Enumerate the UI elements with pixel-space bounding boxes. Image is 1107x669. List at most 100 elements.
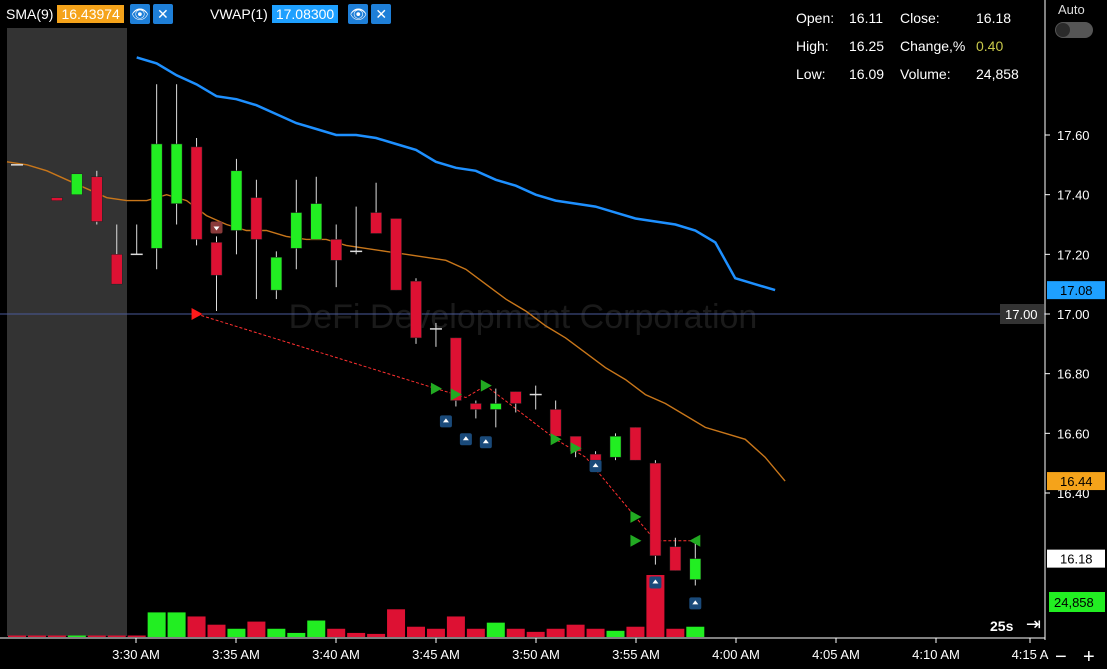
time-tick-label: 3:45 AM — [412, 647, 460, 662]
candle-body — [629, 427, 642, 461]
candle — [490, 388, 502, 428]
price-tick-label: 17.60 — [1057, 128, 1090, 143]
volume-bar — [446, 616, 465, 637]
candle — [130, 224, 143, 256]
candle — [549, 400, 562, 437]
trade-path-line — [196, 313, 696, 542]
volume-bar — [207, 624, 226, 637]
candle-body — [490, 403, 502, 410]
volume-bar — [526, 631, 545, 637]
volume-label: Volume: — [900, 66, 951, 82]
arrow-up-icon — [692, 600, 699, 605]
indicator-sma: SMA(9) 16.43974 👁 ✕ — [0, 3, 173, 25]
indicator-name: SMA(9) — [6, 6, 54, 22]
volume-bar — [327, 628, 346, 637]
arrow-up-icon — [442, 418, 449, 423]
volume-badge-label: 24,858 — [1054, 595, 1094, 610]
candle-body — [150, 143, 163, 249]
low-label: Low: — [796, 66, 826, 82]
candle — [510, 391, 522, 413]
time-tick-label: 3:30 AM — [112, 647, 160, 662]
premarket-shade — [7, 28, 127, 636]
volume-bar — [127, 635, 146, 637]
arrow-up-icon — [652, 579, 659, 584]
interval-label[interactable]: 25s — [990, 618, 1014, 634]
volume-bar — [307, 620, 326, 637]
price-badge — [1047, 281, 1105, 300]
volume-bar — [147, 612, 166, 637]
candle — [111, 224, 123, 285]
execution-arrow-icon — [480, 379, 492, 392]
zoom-out-button[interactable]: − — [1055, 646, 1067, 668]
candle-body — [450, 337, 462, 401]
volume-bar — [666, 628, 685, 637]
candle-body — [51, 197, 63, 201]
time-tick-label: 3:35 AM — [212, 647, 260, 662]
execution-arrow-icon — [191, 308, 203, 320]
candle-body — [270, 257, 283, 291]
high-label: High: — [796, 38, 829, 54]
volume-bar — [387, 609, 406, 637]
scroll-to-end-icon[interactable]: ⇥ — [1026, 614, 1042, 634]
auto-scale-toggle[interactable] — [1055, 22, 1093, 38]
candle-body — [470, 403, 482, 410]
volume-bar — [347, 632, 366, 637]
symbol-watermark: DeFi Development Corporation — [289, 298, 758, 336]
candle-body — [290, 212, 303, 249]
volume-bar — [586, 628, 605, 637]
candles — [11, 84, 702, 586]
volume-bar — [107, 635, 126, 637]
candle — [210, 236, 223, 312]
candle — [370, 182, 382, 234]
price-tick-label: 17.00 — [1057, 307, 1090, 322]
execution-arrow-icon — [630, 510, 642, 523]
volume-bar — [486, 622, 505, 637]
volume-bar — [67, 635, 86, 637]
time-tick-label: 4:10 AM — [912, 647, 960, 662]
volume-bar — [407, 626, 425, 637]
candle-body — [589, 453, 602, 461]
time-tick-label: 3:40 AM — [312, 647, 360, 662]
candle — [669, 537, 682, 571]
time-tick-label: 4:15 A — [1012, 647, 1049, 662]
candle — [410, 278, 422, 344]
open-label: Open: — [796, 10, 835, 26]
candle — [529, 385, 542, 410]
candle-body — [170, 143, 183, 204]
candle — [71, 173, 83, 195]
volume-bar — [626, 626, 645, 637]
volume-bar — [167, 612, 186, 637]
zoom-in-button[interactable]: + — [1083, 646, 1095, 668]
eye-icon[interactable]: 👁 — [129, 4, 150, 24]
volume-bar — [426, 628, 445, 637]
candle — [330, 224, 342, 288]
price-badge-label: 16.18 — [1060, 552, 1093, 567]
price-axis[interactable]: 17.6017.4017.2017.0016.8016.6016.4017.08… — [1000, 0, 1107, 668]
arrow-up-icon — [482, 439, 489, 444]
candle-body — [230, 170, 243, 231]
volume-bar — [466, 628, 485, 637]
vwap-path — [136, 56, 776, 292]
time-tick-label: 4:00 AM — [712, 647, 760, 662]
close-value: 16.18 — [976, 10, 1012, 26]
arrow-up-icon — [592, 463, 599, 468]
volume-bar — [646, 575, 665, 637]
price-badge — [1047, 472, 1105, 491]
candle — [609, 433, 622, 461]
time-axis[interactable]: 3:30 AM 3:35 AM 3:40 AM 3:45 AM 3:50 AM 3:55 … — [0, 637, 1049, 662]
candle-body — [71, 173, 83, 195]
auto-scale-label: Auto — [1058, 2, 1085, 17]
close-icon[interactable]: ✕ — [371, 4, 392, 24]
eye-icon[interactable]: 👁 — [348, 4, 369, 24]
price-badge-label: 16.44 — [1060, 474, 1093, 489]
indicator-name: VWAP(1) — [210, 6, 268, 22]
close-icon[interactable]: ✕ — [152, 4, 173, 24]
volume-bar — [566, 624, 585, 637]
low-value: 16.09 — [849, 66, 885, 82]
candle — [290, 179, 303, 270]
candle — [390, 218, 402, 291]
volume-bar — [267, 628, 286, 637]
hline-label: 17.00 — [1005, 307, 1038, 322]
